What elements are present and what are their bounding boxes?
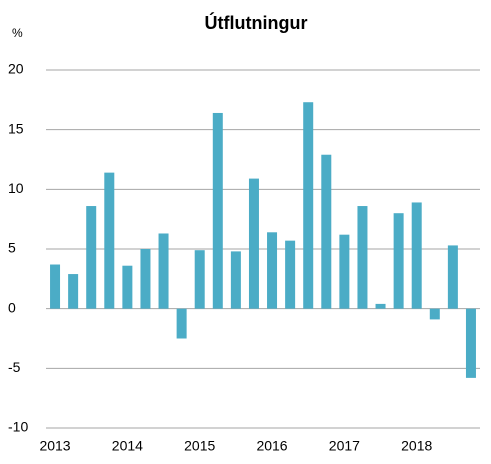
x-tick-label: 2013 — [39, 438, 70, 454]
y-tick-label: 10 — [8, 180, 24, 196]
bar — [321, 154, 332, 309]
bar — [194, 250, 205, 309]
bar — [212, 112, 223, 309]
bar — [357, 206, 368, 309]
chart-title: Útflutningur — [205, 12, 308, 33]
bar — [375, 303, 386, 309]
bar — [285, 240, 296, 309]
bar — [176, 308, 187, 339]
bar — [158, 233, 169, 309]
bar — [140, 249, 151, 309]
bar — [411, 202, 422, 309]
bar — [447, 245, 458, 309]
bar — [267, 232, 278, 309]
bar — [429, 308, 440, 320]
y-axis-label: % — [12, 26, 23, 40]
bar — [68, 274, 79, 309]
x-tick-label: 2017 — [329, 438, 360, 454]
bar — [50, 264, 61, 309]
y-tick-label: -5 — [8, 359, 21, 375]
y-tick-label: 15 — [8, 120, 24, 136]
bar — [122, 265, 133, 309]
bar — [393, 213, 404, 309]
x-tick-label: 2016 — [256, 438, 287, 454]
bar — [339, 234, 350, 309]
x-tick-label: 2018 — [401, 438, 432, 454]
y-tick-label: 20 — [8, 61, 24, 77]
y-tick-label: -10 — [8, 419, 28, 435]
bar — [248, 178, 259, 309]
bar — [303, 102, 314, 309]
x-tick-label: 2015 — [184, 438, 215, 454]
y-tick-label: 5 — [8, 240, 16, 256]
bar — [86, 206, 97, 309]
bar — [104, 172, 115, 309]
y-tick-label: 0 — [8, 299, 16, 315]
bar — [465, 308, 476, 378]
bar — [230, 251, 241, 309]
x-tick-label: 2014 — [112, 438, 143, 454]
